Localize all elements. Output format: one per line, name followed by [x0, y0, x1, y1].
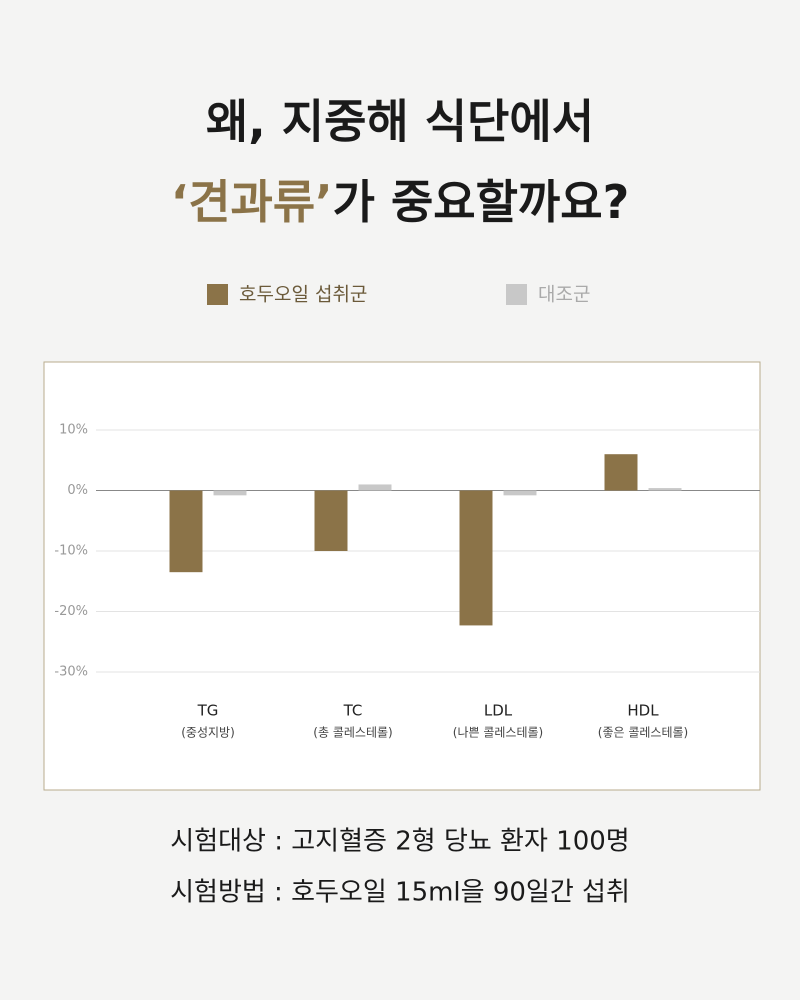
legend-label: 대조군	[538, 284, 590, 306]
y-tick-label: 0%	[67, 483, 88, 498]
x-tick-label: TG	[197, 702, 219, 720]
y-tick-label: -10%	[54, 544, 88, 559]
bar	[648, 488, 682, 491]
x-tick-label: TC	[343, 702, 363, 720]
bar	[358, 484, 392, 491]
legend-swatch	[207, 284, 228, 305]
bar	[459, 490, 493, 626]
title-line: 왜, 지중해 식단에서	[206, 95, 594, 149]
bar	[604, 454, 638, 491]
x-tick-label: LDL	[484, 702, 513, 720]
title-line: ‘견과류’가 중요할까요?	[171, 175, 630, 229]
bar	[213, 490, 247, 496]
footer-line: 시험대상 : 고지혈증 2형 당뇨 환자 100명	[170, 827, 629, 857]
legend-label: 호두오일 섭취군	[239, 284, 367, 306]
footer-line: 시험방법 : 호두오일 15ml을 90일간 섭취	[170, 878, 630, 908]
x-tick-sublabel: (중성지방)	[181, 726, 235, 740]
legend-swatch	[506, 284, 527, 305]
x-tick-sublabel: (총 콜레스테롤)	[313, 726, 392, 740]
x-tick-sublabel: (좋은 콜레스테롤)	[598, 726, 688, 740]
bar	[503, 490, 537, 496]
bar	[169, 490, 203, 573]
y-tick-label: -20%	[54, 604, 88, 619]
y-tick-label: 10%	[59, 423, 88, 438]
title-highlight: ‘견과류’	[171, 175, 333, 229]
chart-frame	[43, 361, 761, 791]
x-tick-label: HDL	[627, 702, 659, 720]
title-text: 가 중요할까요?	[333, 175, 630, 229]
y-tick-label: -30%	[54, 665, 88, 680]
bar	[314, 490, 348, 551]
x-tick-sublabel: (나쁜 콜레스테롤)	[453, 726, 543, 740]
